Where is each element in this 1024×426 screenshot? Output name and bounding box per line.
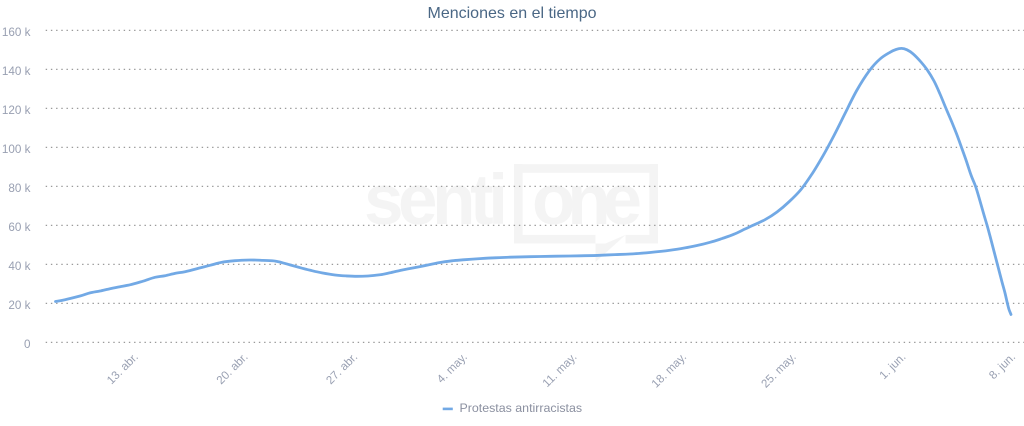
svg-text:one: one bbox=[532, 161, 642, 240]
svg-text:25. may.: 25. may. bbox=[759, 350, 799, 390]
svg-text:4. may.: 4. may. bbox=[434, 350, 469, 385]
svg-text:60 k: 60 k bbox=[8, 221, 30, 234]
svg-text:40 k: 40 k bbox=[8, 260, 30, 273]
svg-text:120 k: 120 k bbox=[2, 104, 31, 117]
svg-text:11. may.: 11. may. bbox=[540, 350, 579, 389]
svg-text:senti: senti bbox=[364, 161, 508, 240]
svg-text:100 k: 100 k bbox=[2, 143, 31, 156]
svg-text:Menciones en el tiempo: Menciones en el tiempo bbox=[428, 5, 597, 22]
svg-text:Protestas antirracistas: Protestas antirracistas bbox=[460, 401, 583, 415]
svg-text:1. jun.: 1. jun. bbox=[877, 350, 909, 382]
svg-text:0: 0 bbox=[24, 338, 31, 351]
svg-text:20 k: 20 k bbox=[8, 299, 30, 312]
svg-text:27. abr.: 27. abr. bbox=[324, 350, 361, 387]
svg-text:20. abr.: 20. abr. bbox=[214, 350, 251, 387]
svg-text:160 k: 160 k bbox=[2, 26, 31, 39]
svg-text:8. jun.: 8. jun. bbox=[987, 350, 1019, 382]
svg-text:140 k: 140 k bbox=[2, 65, 31, 78]
svg-text:13. abr.: 13. abr. bbox=[104, 350, 141, 387]
svg-text:80 k: 80 k bbox=[8, 182, 30, 195]
svg-text:18. may.: 18. may. bbox=[649, 350, 689, 390]
